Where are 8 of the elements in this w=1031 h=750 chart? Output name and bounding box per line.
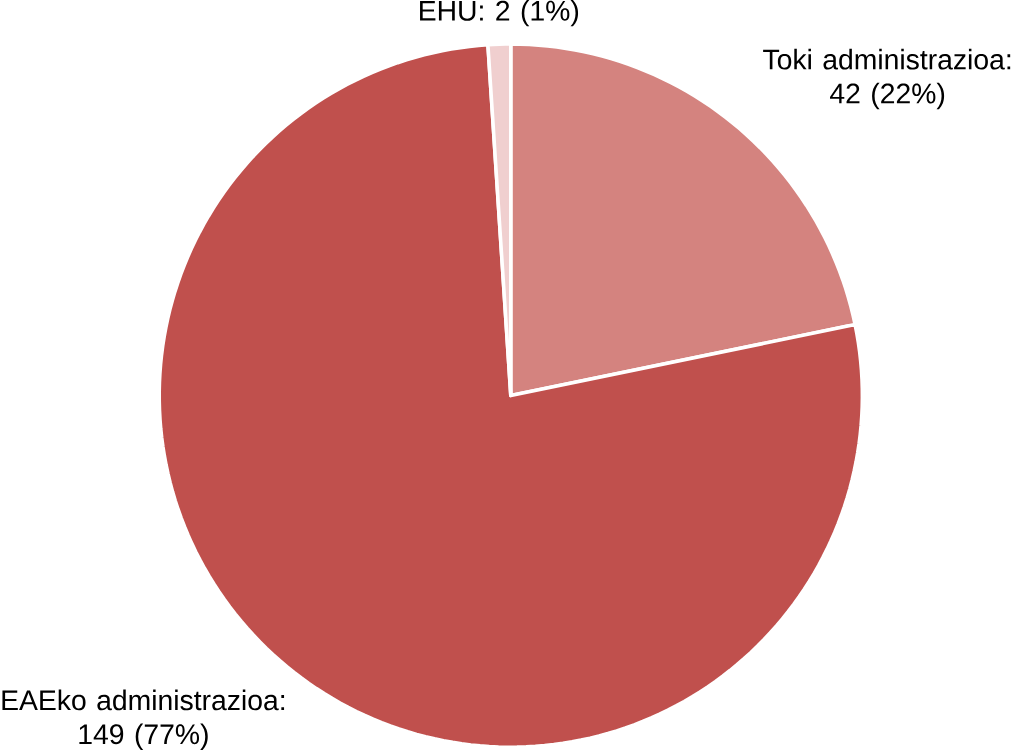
text: : bbox=[281, 695, 285, 711]
text: 149 (77%) bbox=[79, 723, 208, 750]
text: 42 (22%) bbox=[830, 82, 945, 110]
data-label: : 2 (1%) bbox=[480, 0, 579, 27]
text: : bbox=[1007, 54, 1011, 70]
slice-label: EHU bbox=[420, 1, 476, 21]
slice-label: Toki administrazioa bbox=[763, 48, 1005, 70]
slice-label: EAEko administrazioa bbox=[2, 689, 279, 711]
